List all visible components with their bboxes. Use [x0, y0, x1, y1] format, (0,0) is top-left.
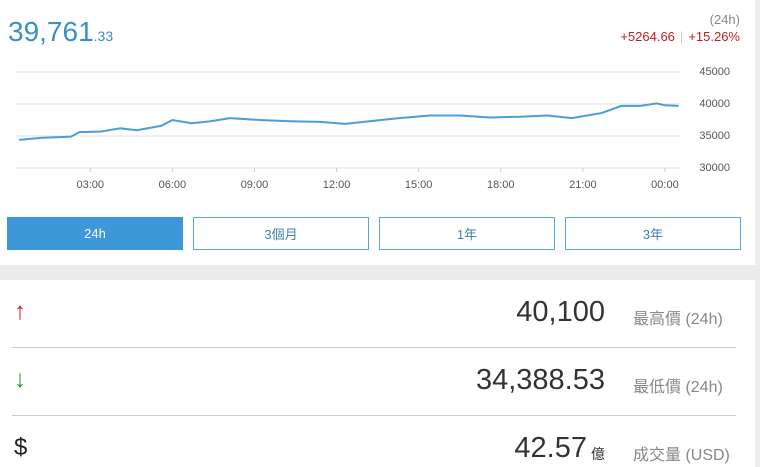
range-button[interactable]: 1年	[379, 217, 555, 250]
x-tick-label: 09:00	[241, 179, 269, 191]
stat-icon: $	[14, 434, 28, 461]
price-line	[19, 102, 679, 141]
x-tick-label: 03:00	[76, 179, 104, 191]
separator	[12, 415, 736, 416]
chart: 30000 35000 40000 45000 03:00 06:00 09:00 12:00…	[15, 66, 730, 191]
stat-value: 34,388.53	[475, 364, 605, 396]
x-tick-label: 12:00	[323, 179, 351, 191]
stat-value: 40,100	[516, 296, 605, 328]
y-tick-label: 30000	[699, 162, 730, 174]
x-tick-label: 06:00	[159, 179, 187, 191]
stat-icon: ↓	[14, 366, 26, 393]
stat-label: 成交量 (USD)	[633, 447, 730, 464]
stat-unit: 億	[591, 446, 605, 462]
range-button[interactable]: 3年	[565, 217, 741, 250]
stat-value: 42.57	[514, 432, 587, 464]
stat-label: 最低價 (24h)	[633, 379, 723, 396]
x-tick-label: 21:00	[569, 179, 597, 191]
stats-card: ↑ 40,100 最高價 (24h) ↓ 34,388.53 最低價 (24h) $42.5…	[0, 280, 755, 467]
change-pct: +15.26%	[688, 29, 740, 44]
change-abs: +5264.66	[620, 29, 675, 44]
price: 39,761.33	[8, 16, 113, 48]
price-main: 39,761	[8, 16, 94, 47]
y-tick-label: 45000	[699, 66, 730, 78]
x-tick-label: 18:00	[487, 179, 515, 191]
stat-label: 最高價 (24h)	[633, 311, 723, 328]
range-button[interactable]: 24h	[7, 217, 183, 250]
x-tick-label: 15:00	[405, 179, 433, 191]
price-decimals: .33	[93, 28, 114, 44]
x-tick-label: 00:00	[651, 179, 679, 191]
change: +5264.66 | +15.26%	[620, 29, 740, 44]
stat-icon: ↑	[14, 298, 26, 325]
y-tick-label: 35000	[699, 130, 730, 142]
range-button[interactable]: 3個月	[193, 217, 369, 250]
chart-card: 39,761.33 (24h) +5264.66 | +15.26% 30000 35…	[0, 0, 755, 265]
y-tick-label: 40000	[699, 98, 730, 110]
separator	[12, 347, 736, 348]
period: (24h)	[709, 12, 740, 27]
